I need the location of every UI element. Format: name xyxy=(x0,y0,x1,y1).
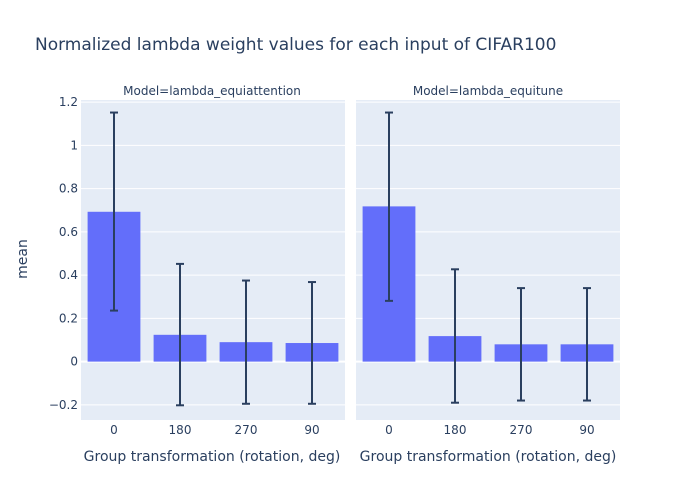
x-axis-label: Group transformation (rotation, deg) xyxy=(360,449,617,465)
x-tick-label: 90 xyxy=(579,423,594,437)
y-tick-label: 0.2 xyxy=(59,311,78,325)
y-axis-label: mean xyxy=(15,239,31,279)
panel-equitune: Model=lambda_equitune Group transformati… xyxy=(356,84,620,465)
facet-label: Model=lambda_equitune xyxy=(413,84,563,98)
x-tick-label: 0 xyxy=(385,423,393,437)
y-tick-label: 0.4 xyxy=(59,268,78,282)
x-tick-label: 90 xyxy=(304,423,319,437)
x-tick-label: 270 xyxy=(510,423,533,437)
x-tick-label: 180 xyxy=(169,423,192,437)
x-tick-label: 180 xyxy=(444,423,467,437)
x-tick-label: 270 xyxy=(235,423,258,437)
facet-label: Model=lambda_equiattention xyxy=(123,84,301,98)
x-axis-label: Group transformation (rotation, deg) xyxy=(84,449,341,465)
y-tick-label: 1.2 xyxy=(59,95,78,109)
y-tick-label: 0 xyxy=(70,355,78,369)
x-tick-label: 0 xyxy=(110,423,118,437)
y-tick-label: 0.8 xyxy=(59,182,78,196)
y-tick-label: 0.6 xyxy=(59,225,78,239)
y-tick-label: 1 xyxy=(70,138,78,152)
panel-equiattention: Model=lambda_equiattention Group transfo… xyxy=(49,84,345,465)
y-tick-label: −0.2 xyxy=(49,398,78,412)
chart-title: Normalized lambda weight values for each… xyxy=(35,35,556,55)
